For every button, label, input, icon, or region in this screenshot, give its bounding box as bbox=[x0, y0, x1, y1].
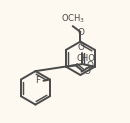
Text: $\mathregular{OCH_3}$: $\mathregular{OCH_3}$ bbox=[61, 12, 85, 25]
Text: O: O bbox=[84, 67, 91, 76]
Text: O: O bbox=[78, 28, 85, 37]
Text: O: O bbox=[78, 43, 85, 52]
Text: F: F bbox=[35, 76, 40, 85]
Text: O: O bbox=[87, 61, 94, 70]
Text: CHO: CHO bbox=[77, 54, 96, 63]
